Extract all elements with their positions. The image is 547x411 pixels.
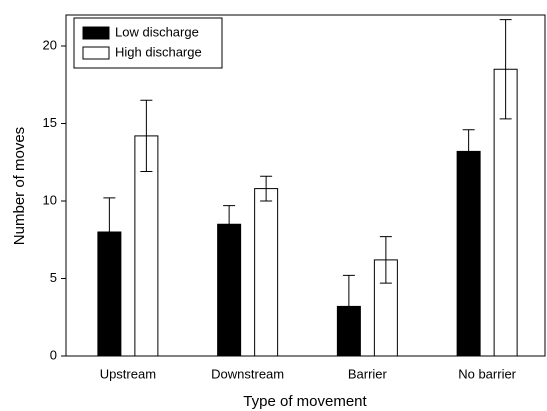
error-bar [103, 197, 116, 267]
x-tick-label: No barrier [458, 366, 516, 381]
legend-box [73, 17, 223, 69]
error-bar [379, 236, 392, 284]
error-bar [140, 99, 153, 173]
y-tick-label: 20 [43, 37, 57, 52]
y-tick-label: 5 [50, 270, 57, 285]
error-bar [260, 175, 273, 202]
y-tick-label: 15 [43, 115, 57, 130]
error-bar [499, 19, 512, 120]
x-axis-label: Type of movement [243, 393, 367, 410]
error-bar [462, 129, 475, 174]
bar [254, 188, 279, 357]
y-tick-label: 10 [43, 192, 57, 207]
legend-swatch [82, 26, 110, 40]
error-bar [223, 205, 236, 244]
y-axis-label: Number of moves [11, 127, 28, 245]
plot-frame [65, 14, 546, 357]
x-tick-label: Downstream [211, 366, 284, 381]
x-tick-label: Upstream [100, 366, 156, 381]
legend-swatch [82, 46, 110, 60]
error-bar [342, 274, 355, 338]
y-tick-label: 0 [50, 347, 57, 362]
bar [217, 223, 242, 357]
legend-label: Low discharge [115, 24, 199, 39]
x-tick-label: Barrier [348, 366, 388, 381]
bar [456, 150, 481, 357]
legend-label: High discharge [115, 44, 202, 59]
